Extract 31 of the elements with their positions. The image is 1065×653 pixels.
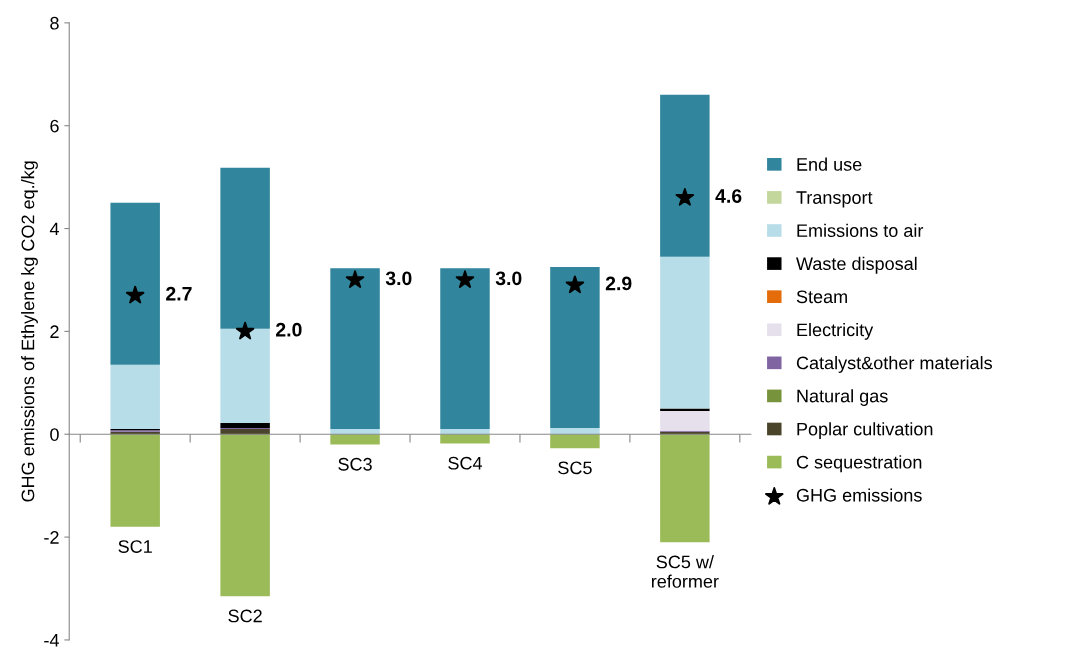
legend-label: C sequestration [796,455,922,473]
y-tick-label: 2 [50,325,59,338]
legend-label: End use [797,157,862,171]
legend-label: GHG emissions [796,488,922,502]
x-tick-label: SC4 [448,456,483,470]
data-label: 2.7 [166,286,192,301]
legend-label: Electricity [797,322,874,340]
legend-label: Emissions to air [797,223,924,237]
x-tick-label: SC5 w/ reformer [651,555,719,588]
legend-label: Natural gas [797,389,888,406]
x-tick-label: SC3 [338,457,372,471]
legend-label: Steam [796,290,847,304]
legend-label: Transport [796,191,873,208]
y-axis-title: GHG emissions of Ethylene kg CO2 eq./kg [21,161,38,502]
data-label: 3.0 [385,271,412,286]
x-tick-label: SC5 [558,461,592,475]
y-tick-label: 8 [50,16,59,30]
data-label: 2.9 [605,276,632,291]
legend-label: Waste disposal [796,256,917,274]
legend-label: Poplar cultivation [797,422,933,440]
y-tick-label: 0 [50,428,59,441]
y-tick-label: 4 [49,222,59,236]
y-tick-label: -2 [44,531,59,544]
x-tick-label: SC1 [118,540,152,553]
legend-label: Catalyst&other materials [796,356,992,373]
y-tick-label: 6 [50,119,59,133]
data-label: 4.6 [715,189,742,203]
y-tick-label: -4 [44,634,59,647]
data-label: 2.0 [276,322,302,337]
data-label: 3.0 [495,271,522,286]
x-tick-label: SC2 [228,609,262,623]
